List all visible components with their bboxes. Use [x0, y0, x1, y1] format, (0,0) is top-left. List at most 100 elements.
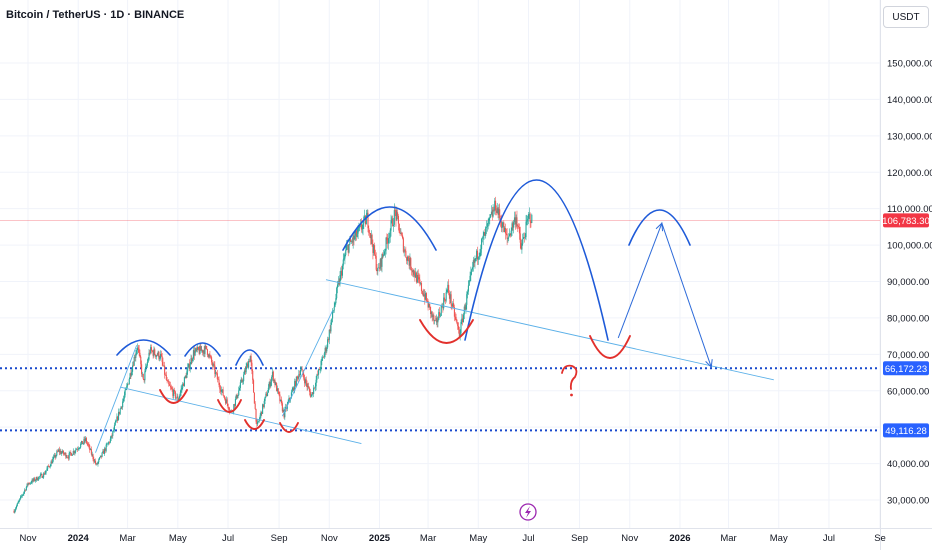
y-tick-label: 80,000.00 — [887, 313, 929, 324]
candle-body — [227, 403, 229, 408]
candle-body — [421, 291, 423, 293]
candle-body — [424, 294, 426, 300]
y-tick-label: 60,000.00 — [887, 386, 929, 397]
candle-body — [405, 250, 407, 258]
candle-body — [326, 347, 328, 352]
candle-body — [18, 500, 20, 503]
candle-body — [183, 383, 185, 386]
candle-body — [386, 237, 388, 241]
candle-body — [303, 375, 305, 379]
candle-body — [180, 388, 182, 393]
candle-body — [195, 348, 197, 351]
candle-body — [83, 438, 85, 443]
candle-body — [491, 211, 493, 217]
candle-body — [98, 459, 100, 462]
candle-body — [49, 466, 51, 467]
candle-body — [457, 326, 460, 330]
candle-body — [275, 383, 277, 385]
candle-body — [37, 479, 39, 481]
candle-body — [259, 415, 261, 420]
candle-body — [291, 390, 293, 393]
candle-body — [276, 388, 278, 392]
candle-body — [52, 459, 54, 464]
candle-body — [383, 254, 385, 256]
x-tick-label: Sep — [271, 533, 288, 544]
candle-body — [255, 408, 257, 422]
candle-body — [301, 369, 303, 370]
candle-body — [358, 227, 360, 229]
candle-body — [65, 453, 67, 458]
candle-body — [435, 318, 437, 321]
candle-body — [495, 210, 497, 213]
candle-body — [278, 391, 280, 395]
candle-body — [305, 379, 307, 384]
x-tick-label: Nov — [321, 533, 338, 544]
candle-body — [62, 450, 64, 454]
candle-body — [345, 250, 347, 255]
bottom-arc — [419, 319, 474, 344]
currency-button[interactable]: USDT — [883, 6, 929, 28]
y-tick-label: 150,000.00 — [887, 59, 932, 70]
candle-body — [399, 232, 401, 234]
candle-body — [425, 293, 427, 301]
candle-body — [432, 315, 434, 317]
candle-body — [66, 456, 69, 458]
candle-body — [478, 256, 480, 257]
candle-body — [159, 353, 162, 359]
candle-body — [114, 422, 116, 426]
candle-body — [143, 379, 145, 381]
candle-body — [311, 392, 313, 397]
candle-body — [190, 358, 192, 365]
candle-body — [277, 388, 279, 392]
candle-body — [99, 457, 101, 460]
candle-body — [118, 411, 120, 414]
candle-body — [150, 347, 152, 353]
candle-body — [157, 351, 159, 356]
candle-body — [155, 355, 157, 357]
candle-body — [313, 387, 315, 394]
candle-body — [173, 389, 176, 392]
candle-body — [282, 409, 284, 412]
candle-body — [53, 454, 55, 457]
candle-body — [447, 284, 449, 291]
candle-body — [361, 229, 363, 230]
candle-body — [287, 401, 289, 404]
candle-body — [470, 271, 472, 276]
candle-body — [39, 474, 41, 477]
candle-body — [43, 473, 45, 478]
candle-body — [29, 482, 32, 484]
candle-body — [292, 387, 294, 391]
candle-body — [449, 294, 451, 299]
candle-body — [216, 373, 218, 380]
candle-body — [181, 387, 183, 389]
candle-body — [370, 234, 372, 239]
candle-body — [173, 389, 175, 396]
candle-body — [45, 470, 47, 473]
candle-body — [320, 360, 322, 369]
candle-body — [13, 510, 15, 513]
candle-body — [446, 290, 448, 293]
candle-body — [400, 233, 402, 234]
price-label-text: 49,116.28 — [885, 426, 927, 437]
candle-body — [101, 452, 103, 457]
candle-body — [67, 457, 69, 459]
candle-body — [474, 258, 476, 263]
candle-body — [317, 374, 319, 376]
y-tick-label: 90,000.00 — [887, 277, 929, 288]
candle-body — [122, 401, 124, 408]
price-label-text: 106,783.30 — [882, 216, 930, 227]
trendline — [281, 310, 333, 417]
candle-body — [20, 496, 22, 497]
candle-body — [271, 377, 273, 382]
candle-body — [236, 394, 238, 398]
candle-body — [41, 474, 43, 478]
candle-body — [281, 403, 283, 412]
candle-body — [44, 472, 46, 475]
candle-body — [498, 209, 500, 215]
candle-body — [450, 294, 452, 305]
x-tick-label: May — [169, 533, 187, 544]
candle-body — [349, 239, 351, 245]
candle-body — [108, 441, 110, 444]
